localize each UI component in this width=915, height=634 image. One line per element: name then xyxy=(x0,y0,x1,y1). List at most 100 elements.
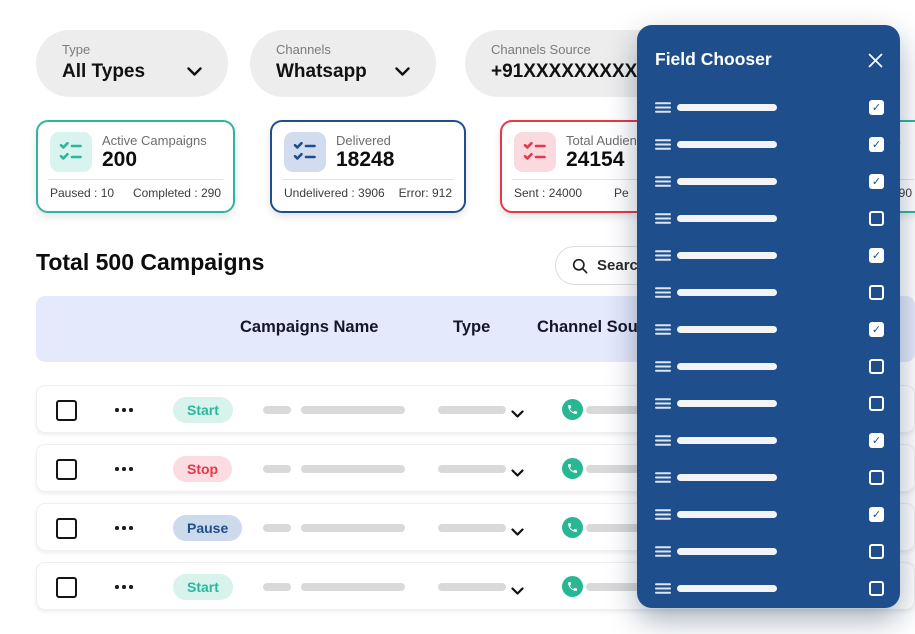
field-name-skeleton xyxy=(677,326,777,333)
chevron-down-icon[interactable] xyxy=(511,524,524,542)
chevron-down-icon[interactable] xyxy=(511,406,524,424)
field-name-skeleton xyxy=(677,363,777,370)
drag-handle-icon[interactable] xyxy=(655,434,671,447)
column-header-channel-source: Channel Source xyxy=(537,318,663,336)
drag-handle-icon[interactable] xyxy=(655,471,671,484)
field-checkbox[interactable] xyxy=(869,544,884,559)
row-checkbox[interactable] xyxy=(56,459,77,480)
chevron-down-icon[interactable] xyxy=(511,583,524,601)
field-checkbox[interactable] xyxy=(869,507,884,522)
field-checkbox[interactable] xyxy=(869,470,884,485)
drag-handle-icon[interactable] xyxy=(655,545,671,558)
stat-footer-right: Completed : 290 xyxy=(132,186,221,200)
field-chooser-item[interactable] xyxy=(637,237,900,274)
page-title: Total 500 Campaigns xyxy=(36,249,265,275)
more-options-icon[interactable] xyxy=(115,585,133,589)
skeleton-bar xyxy=(438,406,506,414)
field-name-skeleton xyxy=(677,252,777,259)
field-checkbox[interactable] xyxy=(869,433,884,448)
field-chooser-item[interactable] xyxy=(637,163,900,200)
field-name-skeleton xyxy=(677,141,777,148)
stat-value: 18248 xyxy=(336,147,395,171)
checklist-icon xyxy=(514,132,556,172)
column-header-campaigns-name: Campaigns Name xyxy=(240,318,379,336)
skeleton-bar xyxy=(263,465,291,473)
field-checkbox[interactable] xyxy=(869,100,884,115)
field-checkbox[interactable] xyxy=(869,322,884,337)
field-name-skeleton xyxy=(677,215,777,222)
row-checkbox[interactable] xyxy=(56,577,77,598)
chevron-down-icon[interactable] xyxy=(511,465,524,483)
stat-footer-left: Undelivered : 3906 xyxy=(284,186,385,200)
chevron-down-icon xyxy=(395,67,410,77)
close-icon[interactable] xyxy=(866,51,884,69)
stat-value: 200 xyxy=(102,147,138,171)
field-checkbox[interactable] xyxy=(869,174,884,189)
row-checkbox[interactable] xyxy=(56,518,77,539)
skeleton-bar xyxy=(263,524,291,532)
more-options-icon[interactable] xyxy=(115,526,133,530)
drag-handle-icon[interactable] xyxy=(655,138,671,151)
drag-handle-icon[interactable] xyxy=(655,323,671,336)
whatsapp-icon xyxy=(562,576,583,597)
field-chooser-item[interactable] xyxy=(637,200,900,237)
field-chooser-list xyxy=(637,89,900,607)
filter-channels-dropdown[interactable]: Channels Whatsapp xyxy=(250,30,436,97)
field-name-skeleton xyxy=(677,400,777,407)
drag-handle-icon[interactable] xyxy=(655,360,671,373)
skeleton-bar xyxy=(438,465,506,473)
stat-card-active-campaigns: Active Campaigns 200 Paused : 10 Complet… xyxy=(36,120,235,213)
field-chooser-item[interactable] xyxy=(637,496,900,533)
skeleton-bar xyxy=(263,583,291,591)
status-badge: Stop xyxy=(173,456,233,482)
field-checkbox[interactable] xyxy=(869,581,884,596)
stat-footer-right: Error: 912 xyxy=(398,186,452,200)
status-badge: Start xyxy=(173,397,233,423)
field-name-skeleton xyxy=(677,585,777,592)
field-name-skeleton xyxy=(677,289,777,296)
filter-type-dropdown[interactable]: Type All Types xyxy=(36,30,228,97)
panel-title: Field Chooser xyxy=(655,49,772,69)
drag-handle-icon[interactable] xyxy=(655,397,671,410)
filter-value: +91XXXXXXXXXX xyxy=(491,61,650,82)
drag-handle-icon[interactable] xyxy=(655,101,671,114)
drag-handle-icon[interactable] xyxy=(655,582,671,595)
more-options-icon[interactable] xyxy=(115,408,133,412)
field-chooser-item[interactable] xyxy=(637,126,900,163)
field-name-skeleton xyxy=(677,511,777,518)
field-chooser-item[interactable] xyxy=(637,533,900,570)
chevron-down-icon xyxy=(187,67,202,77)
field-chooser-item[interactable] xyxy=(637,311,900,348)
field-checkbox[interactable] xyxy=(869,248,884,263)
drag-handle-icon[interactable] xyxy=(655,508,671,521)
skeleton-bar xyxy=(301,583,405,591)
stat-footer-left: Sent : 24000 xyxy=(514,186,583,200)
field-chooser-item[interactable] xyxy=(637,274,900,311)
more-options-icon[interactable] xyxy=(115,467,133,471)
field-checkbox[interactable] xyxy=(869,285,884,300)
drag-handle-icon[interactable] xyxy=(655,249,671,262)
stat-value: 24154 xyxy=(566,147,625,171)
skeleton-bar xyxy=(438,524,506,532)
field-name-skeleton xyxy=(677,104,777,111)
row-checkbox[interactable] xyxy=(56,400,77,421)
field-chooser-item[interactable] xyxy=(637,422,900,459)
field-chooser-item[interactable] xyxy=(637,570,900,607)
drag-handle-icon[interactable] xyxy=(655,212,671,225)
divider xyxy=(48,179,223,180)
field-name-skeleton xyxy=(677,474,777,481)
field-chooser-item[interactable] xyxy=(637,459,900,496)
filter-value: Whatsapp xyxy=(276,61,367,82)
field-checkbox[interactable] xyxy=(869,396,884,411)
field-chooser-item[interactable] xyxy=(637,89,900,126)
field-checkbox[interactable] xyxy=(869,137,884,152)
whatsapp-icon xyxy=(562,399,583,420)
field-checkbox[interactable] xyxy=(869,211,884,226)
field-checkbox[interactable] xyxy=(869,359,884,374)
drag-handle-icon[interactable] xyxy=(655,286,671,299)
field-chooser-item[interactable] xyxy=(637,385,900,422)
skeleton-bar xyxy=(301,524,405,532)
drag-handle-icon[interactable] xyxy=(655,175,671,188)
field-chooser-item[interactable] xyxy=(637,348,900,385)
